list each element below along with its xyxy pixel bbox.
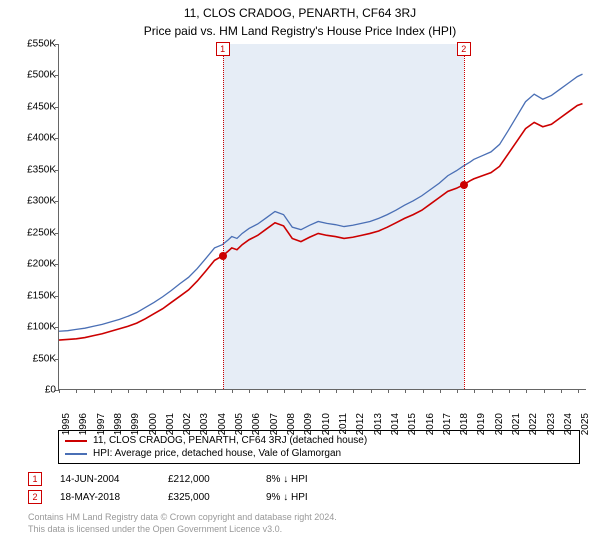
x-axis-label: 2024 (563, 413, 574, 443)
transaction-delta: 8% ↓ HPI (266, 474, 356, 485)
marker-dot-2 (460, 181, 468, 189)
y-axis-label: £250K (10, 227, 56, 238)
transaction-delta: 9% ↓ HPI (266, 492, 356, 503)
title-subtitle: Price paid vs. HM Land Registry's House … (10, 24, 590, 38)
x-axis-label: 1995 (61, 413, 72, 443)
marker-vline (223, 44, 224, 389)
chart-area: 12 £0£50K£100K£150K£200K£250K£300K£350K£… (10, 44, 590, 424)
series-hpi (59, 74, 583, 331)
x-axis-label: 2016 (425, 413, 436, 443)
y-axis-label: £150K (10, 290, 56, 301)
y-axis-label: £100K (10, 322, 56, 333)
y-axis-label: £0 (10, 385, 56, 396)
transaction-row: 2 18-MAY-2018 £325,000 9% ↓ HPI (28, 488, 580, 506)
chart-container: 11, CLOS CRADOG, PENARTH, CF64 3RJ Price… (0, 0, 600, 560)
x-axis-label: 2010 (321, 413, 332, 443)
marker-box-2: 2 (457, 42, 471, 56)
y-axis-label: £500K (10, 70, 56, 81)
x-axis-label: 2021 (511, 413, 522, 443)
y-axis-label: £350K (10, 164, 56, 175)
transaction-price: £212,000 (168, 474, 248, 485)
y-axis-label: £550K (10, 39, 56, 50)
y-axis-label: £400K (10, 133, 56, 144)
x-axis-label: 2011 (338, 413, 349, 443)
x-axis-label: 2008 (286, 413, 297, 443)
legend-label-hpi: HPI: Average price, detached house, Vale… (93, 448, 341, 459)
y-axis-label: £200K (10, 259, 56, 270)
x-axis-label: 1996 (78, 413, 89, 443)
transaction-marker: 1 (28, 472, 42, 486)
y-axis-label: £50K (10, 353, 56, 364)
x-axis-label: 2015 (407, 413, 418, 443)
x-axis-label: 2018 (459, 413, 470, 443)
x-axis-label: 2002 (182, 413, 193, 443)
x-axis-label: 2007 (269, 413, 280, 443)
marker-vline (464, 44, 465, 389)
x-axis-label: 2014 (390, 413, 401, 443)
transaction-marker: 2 (28, 490, 42, 504)
x-axis-label: 2001 (165, 413, 176, 443)
x-axis-label: 2020 (494, 413, 505, 443)
transaction-row: 1 14-JUN-2004 £212,000 8% ↓ HPI (28, 470, 580, 488)
y-axis-label: £450K (10, 101, 56, 112)
x-axis-label: 1999 (130, 413, 141, 443)
marker-box-1: 1 (216, 42, 230, 56)
x-axis-label: 2019 (476, 413, 487, 443)
footer-line2: This data is licensed under the Open Gov… (28, 524, 580, 536)
marker-dot-1 (219, 252, 227, 260)
x-axis-label: 2003 (199, 413, 210, 443)
x-axis-label: 2004 (217, 413, 228, 443)
x-axis-label: 2022 (528, 413, 539, 443)
x-axis-label: 2012 (355, 413, 366, 443)
x-axis-label: 2017 (442, 413, 453, 443)
x-axis-label: 2000 (148, 413, 159, 443)
x-axis-label: 1998 (113, 413, 124, 443)
x-axis-label: 2009 (303, 413, 314, 443)
x-axis-label: 2025 (580, 413, 591, 443)
footer-attribution: Contains HM Land Registry data © Crown c… (28, 512, 580, 535)
transaction-price: £325,000 (168, 492, 248, 503)
title-address: 11, CLOS CRADOG, PENARTH, CF64 3RJ (10, 6, 590, 20)
transaction-date: 18-MAY-2018 (60, 492, 150, 503)
x-axis-label: 2023 (546, 413, 557, 443)
x-axis-label: 2013 (373, 413, 384, 443)
x-axis-label: 2005 (234, 413, 245, 443)
y-axis-label: £300K (10, 196, 56, 207)
transaction-date: 14-JUN-2004 (60, 474, 150, 485)
transaction-table: 1 14-JUN-2004 £212,000 8% ↓ HPI 2 18-MAY-2018… (28, 470, 580, 506)
x-axis-label: 2006 (251, 413, 262, 443)
x-axis-label: 1997 (96, 413, 107, 443)
legend-row-hpi: HPI: Average price, detached house, Vale… (65, 447, 573, 460)
legend-swatch-hpi (65, 453, 87, 455)
plot-region: 12 (58, 44, 586, 390)
footer-line1: Contains HM Land Registry data © Crown c… (28, 512, 580, 524)
chart-svg (59, 44, 586, 389)
